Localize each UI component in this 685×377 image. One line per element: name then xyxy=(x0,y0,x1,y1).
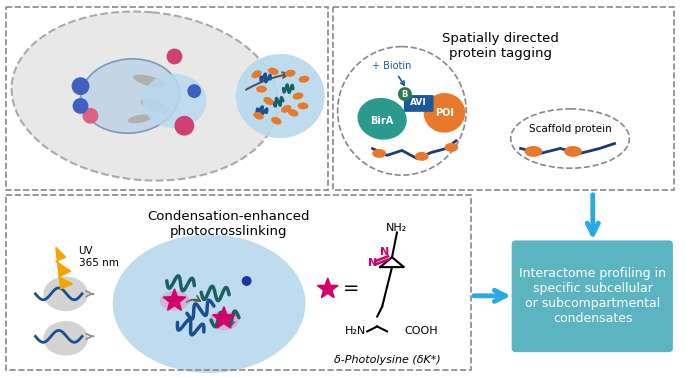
FancyBboxPatch shape xyxy=(512,241,673,352)
Circle shape xyxy=(175,116,195,136)
Ellipse shape xyxy=(251,70,262,78)
Ellipse shape xyxy=(263,97,274,105)
Text: =: = xyxy=(342,279,359,298)
Ellipse shape xyxy=(43,276,88,311)
FancyBboxPatch shape xyxy=(404,95,434,112)
Ellipse shape xyxy=(288,109,299,116)
Circle shape xyxy=(82,108,99,124)
Ellipse shape xyxy=(253,112,264,119)
Ellipse shape xyxy=(236,54,325,138)
Ellipse shape xyxy=(209,311,239,330)
Circle shape xyxy=(166,49,182,64)
Ellipse shape xyxy=(414,152,429,161)
Bar xyxy=(6,195,471,370)
Text: H₂N: H₂N xyxy=(345,326,366,336)
Ellipse shape xyxy=(372,149,386,158)
Ellipse shape xyxy=(285,70,296,77)
Text: AVI: AVI xyxy=(410,98,427,107)
Ellipse shape xyxy=(424,93,465,133)
Ellipse shape xyxy=(293,92,303,100)
Text: δ-Photolysine (δK*): δ-Photolysine (δK*) xyxy=(334,355,440,365)
Ellipse shape xyxy=(299,76,310,83)
Text: + Biotin: + Biotin xyxy=(372,61,412,85)
Polygon shape xyxy=(317,278,338,298)
Polygon shape xyxy=(163,289,186,310)
Ellipse shape xyxy=(142,74,207,128)
Ellipse shape xyxy=(43,321,88,356)
Text: Scaffold protein: Scaffold protein xyxy=(529,124,612,134)
Ellipse shape xyxy=(112,234,306,373)
Ellipse shape xyxy=(12,11,278,181)
Ellipse shape xyxy=(81,59,179,133)
Ellipse shape xyxy=(358,98,407,139)
Text: N: N xyxy=(380,247,390,257)
Circle shape xyxy=(398,87,412,101)
Text: COOH: COOH xyxy=(404,326,438,336)
Ellipse shape xyxy=(127,114,152,123)
Ellipse shape xyxy=(445,143,458,152)
Bar xyxy=(6,7,327,190)
Text: POI: POI xyxy=(435,108,454,118)
Ellipse shape xyxy=(525,146,543,157)
Circle shape xyxy=(73,98,88,114)
Bar xyxy=(333,7,674,190)
Ellipse shape xyxy=(268,68,279,75)
Ellipse shape xyxy=(133,75,166,88)
Polygon shape xyxy=(55,247,73,289)
Circle shape xyxy=(72,77,90,95)
Text: Spatially directed
protein tagging: Spatially directed protein tagging xyxy=(443,32,559,60)
Text: N: N xyxy=(368,258,377,268)
Text: UV
365 nm: UV 365 nm xyxy=(79,247,119,268)
Ellipse shape xyxy=(160,291,189,311)
Text: BirA: BirA xyxy=(371,116,394,126)
Circle shape xyxy=(187,84,201,98)
Text: NH₂: NH₂ xyxy=(386,222,408,233)
Text: B: B xyxy=(401,90,408,98)
Circle shape xyxy=(242,276,251,286)
Polygon shape xyxy=(212,307,235,328)
Text: Interactome profiling in
specific subcellular
or subcompartmental
condensates: Interactome profiling in specific subcel… xyxy=(519,267,667,325)
Ellipse shape xyxy=(271,117,282,125)
Ellipse shape xyxy=(298,102,308,110)
Ellipse shape xyxy=(564,146,582,157)
Text: Condensation-enhanced
photocrosslinking: Condensation-enhanced photocrosslinking xyxy=(147,210,310,238)
Ellipse shape xyxy=(140,98,169,113)
Ellipse shape xyxy=(256,85,266,93)
Ellipse shape xyxy=(281,106,292,112)
